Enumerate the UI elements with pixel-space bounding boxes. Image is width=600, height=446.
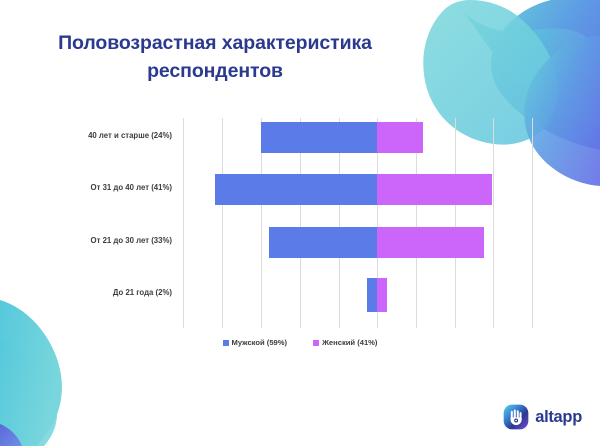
brand-logo[interactable]: altapp xyxy=(503,404,582,430)
gridline xyxy=(416,118,417,328)
legend-swatch-icon xyxy=(222,339,229,346)
chart-row-31-40: От 31 до 40 лет (41%) xyxy=(0,170,600,222)
chart-row-under-21: До 21 года (2%) xyxy=(0,274,600,326)
category-label: От 21 до 30 лет (33%) xyxy=(90,236,172,245)
bar-segment-female[interactable] xyxy=(377,278,387,312)
chart-area: 40 лет и старше (24%) От 31 до 40 лет (4… xyxy=(0,118,600,328)
bar-segment-male[interactable] xyxy=(261,122,377,153)
bar-segment-female[interactable] xyxy=(377,122,423,153)
gridline-center-axis xyxy=(377,118,378,328)
gridline xyxy=(532,118,533,328)
chart-bar-rows: 40 лет и старше (24%) От 31 до 40 лет (4… xyxy=(0,118,600,328)
legend-item-male[interactable]: Мужской (59%) xyxy=(222,338,288,347)
bar-segment-female[interactable] xyxy=(377,174,492,205)
slide-title: Половозрастная характеристика респондент… xyxy=(58,32,372,82)
category-label: 40 лет и старше (24%) xyxy=(88,131,172,140)
category-label: От 31 до 40 лет (41%) xyxy=(90,183,172,192)
chart-legend: Мужской (59%) Женский (41%) xyxy=(0,338,600,347)
legend-swatch-icon xyxy=(313,339,320,346)
bar-segment-female[interactable] xyxy=(377,227,484,258)
legend-label: Женский (41%) xyxy=(322,338,378,347)
bar-segment-male[interactable] xyxy=(367,278,377,312)
gridline xyxy=(261,118,262,328)
brand-name: altapp xyxy=(535,407,582,426)
gridline xyxy=(455,118,456,328)
legend-item-female[interactable]: Женский (41%) xyxy=(313,338,377,347)
legend-label: Мужской (59%) xyxy=(231,338,288,347)
chart-gridlines xyxy=(0,118,600,328)
chart-row-40-plus: 40 лет и старше (24%) xyxy=(0,118,600,170)
hand-palm-icon xyxy=(503,404,529,430)
category-label: До 21 года (2%) xyxy=(112,288,172,297)
gridline xyxy=(300,118,301,328)
gridline xyxy=(183,118,184,328)
gridline xyxy=(222,118,223,328)
gridline xyxy=(493,118,494,328)
bar-segment-male[interactable] xyxy=(215,174,377,205)
bar-segment-male[interactable] xyxy=(269,227,377,258)
chart-row-21-30: От 21 до 30 лет (33%) xyxy=(0,222,600,274)
gridline xyxy=(339,118,340,328)
